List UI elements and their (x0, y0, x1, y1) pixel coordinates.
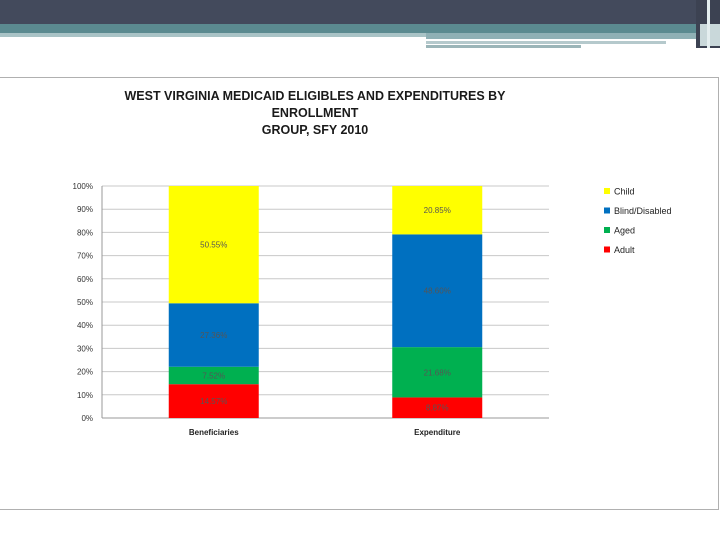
data-label: 7.52% (202, 371, 225, 380)
data-label: 27.36% (200, 331, 227, 340)
bar-segment-aged (168, 366, 259, 385)
y-tick-label: 0% (81, 414, 93, 423)
data-label: 50.55% (200, 241, 227, 250)
slide-accent-strip (426, 45, 581, 48)
chart-title-line-2: GROUP, SFY 2010 (261, 123, 369, 137)
slide-corner-decoration (700, 24, 720, 46)
y-tick-label: 10% (77, 391, 93, 400)
data-label: 8.87% (426, 404, 449, 413)
legend-item-label: Child (614, 187, 635, 197)
bar-segment-blind-disabled (392, 234, 483, 348)
slide-header-bar (0, 0, 720, 24)
data-label: 14.57% (200, 397, 227, 406)
legend-swatch (604, 188, 610, 194)
y-tick-label: 90% (77, 205, 93, 214)
bar-segment-blind-disabled (168, 303, 259, 367)
y-tick-label: 40% (77, 321, 93, 330)
data-label: 21.68% (424, 368, 451, 377)
chart-frame (0, 77, 719, 510)
slide-accent-strip (0, 33, 426, 37)
y-tick-label: 100% (73, 182, 93, 191)
legend-swatch (604, 246, 610, 253)
bar-segment-adult (168, 384, 259, 418)
slide-accent-bar (0, 24, 720, 33)
legend-swatch (604, 207, 610, 214)
y-tick-label: 20% (77, 368, 93, 377)
bar-segment-child (392, 186, 483, 235)
data-label: 20.85% (424, 206, 451, 215)
legend-item-label: Aged (614, 226, 635, 236)
chart-title-line-1: WEST VIRGINIA MEDICAID ELIGIBLES AND EXP… (124, 89, 506, 120)
chart-title: WEST VIRGINIA MEDICAID ELIGIBLES AND EXP… (80, 88, 550, 139)
bar-segment-adult (392, 397, 483, 418)
y-tick-label: 80% (77, 228, 93, 237)
y-tick-label: 50% (77, 298, 93, 307)
legend-item-label: Blind/Disabled (614, 206, 672, 216)
x-category-label: Expenditure (414, 428, 461, 437)
slide-accent-strip (426, 41, 666, 44)
y-tick-label: 70% (77, 252, 93, 261)
slide-accent-strip (426, 33, 696, 39)
bar-segment-child (168, 186, 259, 304)
y-tick-label: 30% (77, 344, 93, 353)
slide-corner-decoration (707, 0, 710, 48)
data-label: 48.60% (424, 287, 451, 296)
legend-swatch (604, 227, 610, 233)
bar-segment-aged (392, 347, 483, 398)
x-category-label: Beneficiaries (189, 428, 239, 437)
y-tick-label: 60% (77, 275, 93, 284)
legend-item-label: Adult (614, 245, 635, 255)
